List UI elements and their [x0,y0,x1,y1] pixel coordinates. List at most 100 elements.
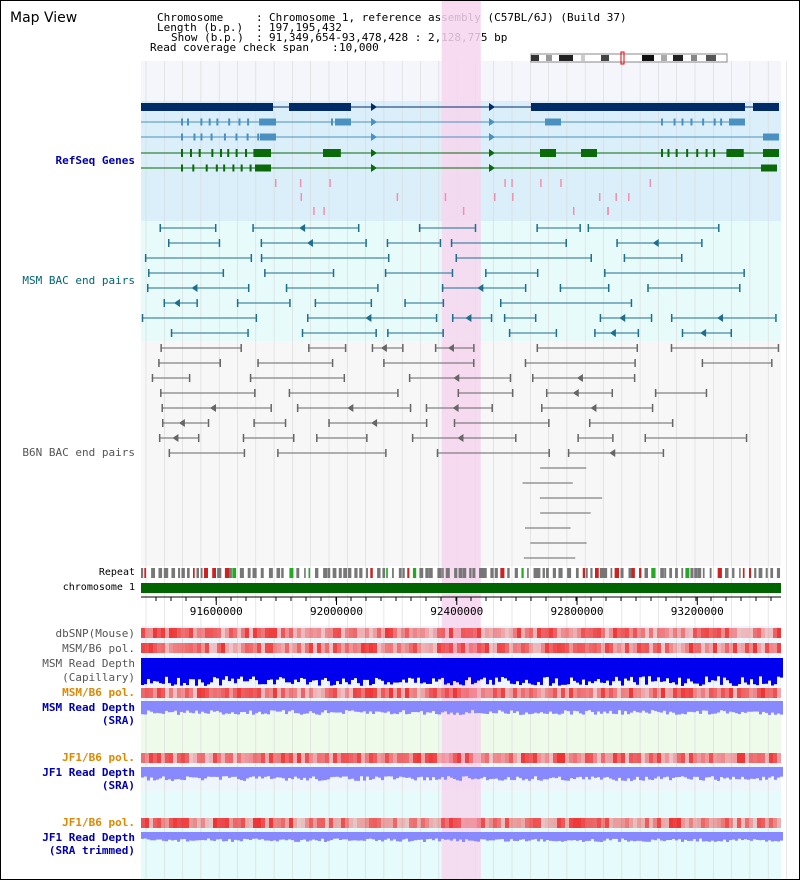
read-depth-bar [405,767,408,778]
snp-density-cell [545,643,549,653]
gene-exon [696,149,699,157]
gene-exon [753,103,779,111]
snp-density-cell [625,818,629,828]
snp-density-cell [545,753,549,763]
read-depth-bar [243,767,246,781]
read-depth-bar [168,767,171,780]
repeat-mark [200,568,203,578]
snp-density-cell [197,643,201,653]
snp-density-cell [437,818,441,828]
read-depth-bar [459,767,462,781]
repeat-mark [386,568,388,578]
read-depth-bar [630,701,633,713]
snp-density-cell [517,688,521,698]
snp-density-cell [333,688,337,698]
read-depth-bar [693,658,696,684]
snp-density-cell [561,688,565,698]
snp-density-cell [253,643,257,653]
b6n-bac-label[interactable]: B6N BAC end pairs [22,446,135,459]
read-depth-bar [306,767,309,781]
snp-density-cell [241,753,245,763]
snp-density-cell [301,818,305,828]
bac-end [436,449,439,457]
read-depth-bar [210,658,213,683]
snp-density-cell [477,818,481,828]
read-depth-bar [354,832,357,841]
snp-density-cell [145,753,149,763]
snp-density-cell [565,688,569,698]
snp-density-cell [501,643,505,653]
read-depth-bar [420,832,423,840]
snp-density-cell [765,643,769,653]
read-depth-bar [153,701,156,714]
read-depth-bar [345,832,348,840]
read-depth-bar [258,658,261,685]
snp-density-cell [657,753,661,763]
read-depth-bar [690,832,693,841]
read-depth-bar [327,767,330,780]
read-depth-bar [513,701,516,713]
snp-density-cell [445,643,449,653]
snp-density-cell [549,688,553,698]
read-depth-bar [435,701,438,715]
snp-density-cell [445,628,449,638]
read-depth-bar [615,767,618,781]
snp-density-cell [365,628,369,638]
snp-density-cell [589,753,593,763]
snp-density-cell [161,628,165,638]
read-depth-bar [732,832,735,840]
read-depth-bar [195,658,198,686]
bac-end [159,224,162,232]
read-depth-bar [549,832,552,841]
read-depth-bar [744,701,747,713]
snp-density-cell [269,818,273,828]
snp-density-cell [413,753,417,763]
snp-density-cell [265,643,269,653]
read-depth-bar [468,832,471,841]
snp-density-cell [433,688,437,698]
read-depth-bar [588,832,591,841]
snp-density-cell [721,753,725,763]
snp-density-cell [409,628,413,638]
read-depth-bar [237,658,240,679]
repeat-mark [392,568,394,578]
snp-density-cell [685,753,689,763]
snp-density-cell [485,818,489,828]
snp-density-cell [469,818,473,828]
read-depth-bar [456,658,459,683]
snp-density-cell [633,628,637,638]
gene-exon [247,118,250,126]
snp-density-cell [237,643,241,653]
snp-density-cell [217,628,221,638]
refseq-genes-label[interactable]: RefSeq Genes [55,154,135,167]
snp-density-cell [589,688,593,698]
read-depth-bar [177,658,180,678]
snp-density-cell [661,628,665,638]
snp-density-cell [237,628,241,638]
read-depth-bar [600,701,603,714]
read-depth-bar [666,767,669,777]
snp-density-cell [541,818,545,828]
snp-density-cell [637,818,641,828]
read-depth-bar [501,658,504,677]
read-depth-bar [504,767,507,780]
snp-density-cell [469,753,473,763]
snp-density-cell [229,628,233,638]
read-depth-bar [615,658,618,677]
read-depth-bar [141,658,144,686]
read-depth-bar [609,658,612,686]
repeat-mark [724,568,729,578]
read-depth-bar [306,832,309,842]
read-depth-bar [441,658,444,678]
snp-density-cell [153,643,157,653]
read-depth-bar [366,832,369,840]
read-depth-bar [594,767,597,778]
read-depth-bar [708,701,711,715]
gene-exon [141,103,273,111]
snp-density-cell [577,753,581,763]
read-depth-bar [474,701,477,714]
read-depth-bar [384,701,387,713]
bac-arrow-icon [172,434,179,442]
msm-bac-label[interactable]: MSM BAC end pairs [22,274,135,287]
